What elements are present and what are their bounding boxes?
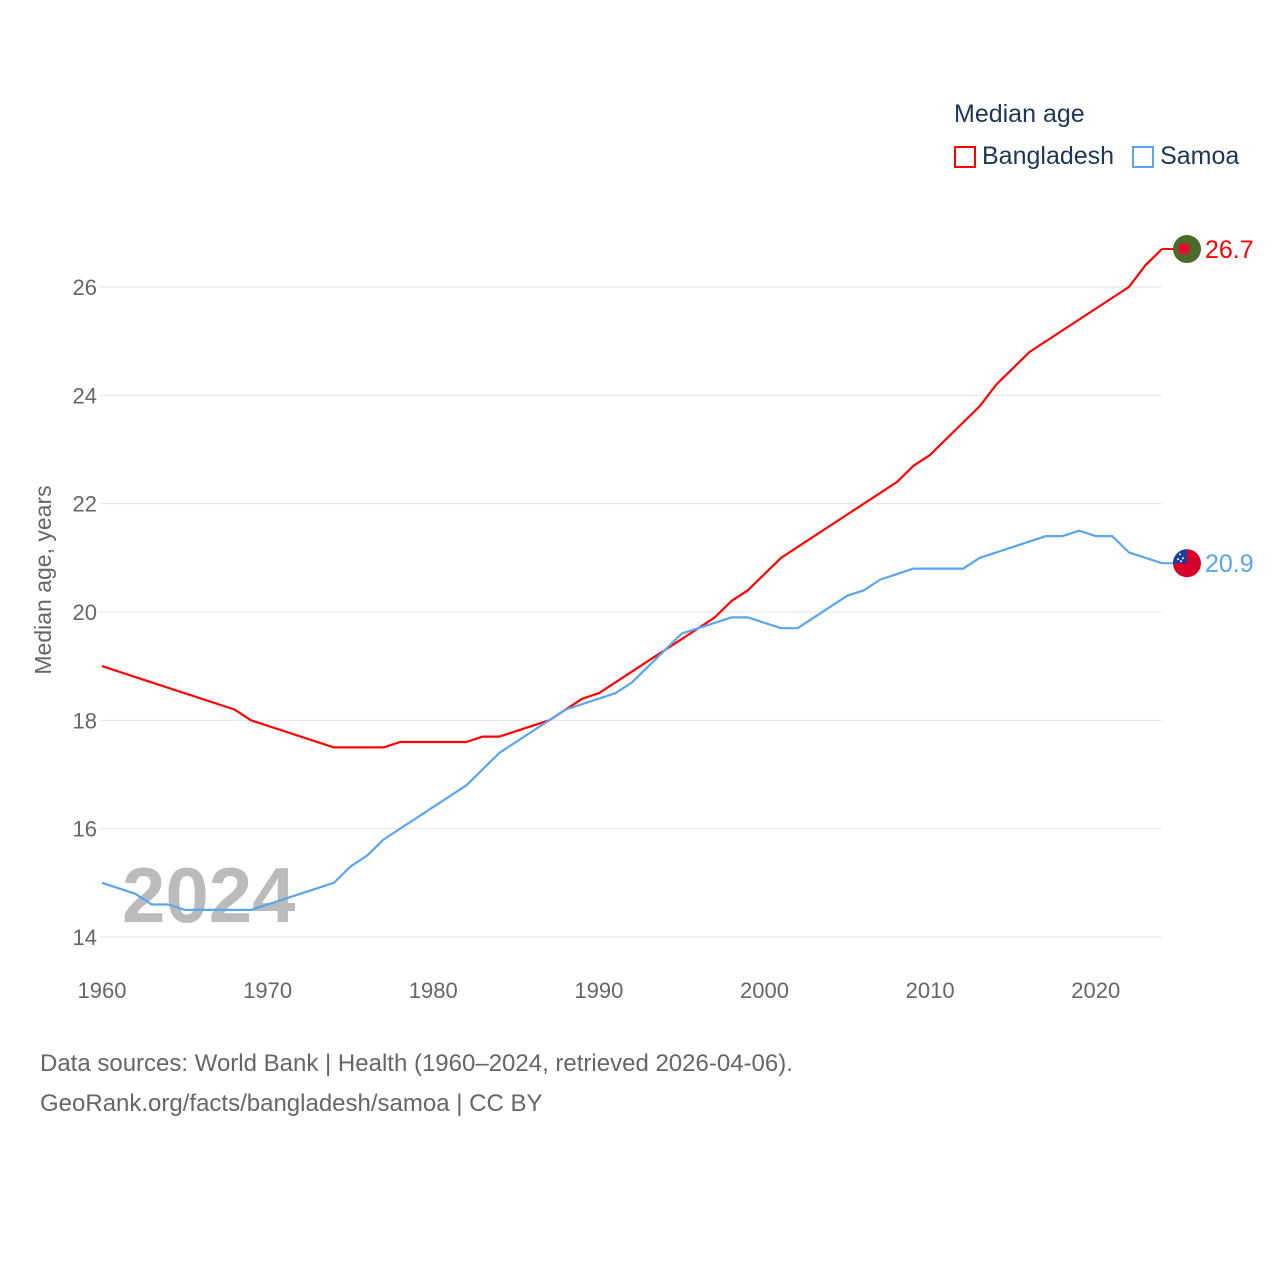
samoa-flag-star xyxy=(1182,557,1184,560)
legend-swatch-samoa xyxy=(1132,145,1155,168)
legend: Bangladesh Samoa xyxy=(954,142,1239,171)
bangladesh-flag-disc xyxy=(1178,243,1190,256)
y-axis-label: Median age, years xyxy=(30,485,56,674)
y-tick-label: 24 xyxy=(73,383,97,408)
x-tick-label: 1960 xyxy=(78,978,127,1003)
legend-label: Bangladesh xyxy=(982,142,1115,170)
x-tick-label: 1990 xyxy=(574,978,623,1003)
end-value-label: 26.7 xyxy=(1205,236,1254,264)
series-line-samoa xyxy=(101,529,1163,911)
y-tick-label: 14 xyxy=(73,925,97,950)
legend-item-bangladesh[interactable]: Bangladesh xyxy=(954,142,1114,171)
legend-item-samoa[interactable]: Samoa xyxy=(1132,142,1239,171)
x-tick-label: 2000 xyxy=(740,978,789,1003)
x-tick-label: 2020 xyxy=(1071,978,1120,1003)
y-tick-label: 26 xyxy=(73,275,97,300)
samoa-flag-star xyxy=(1180,560,1182,563)
samoa-flag-canton xyxy=(1173,549,1187,564)
samoa-flag-star xyxy=(1179,553,1181,556)
source-link[interactable]: GeoRank.org/facts/bangladesh/samoa | CC … xyxy=(40,1090,543,1117)
y-tick-label: 22 xyxy=(73,492,97,517)
y-tick-label: 16 xyxy=(73,817,97,842)
y-tick-label: 18 xyxy=(73,708,97,733)
legend-swatch-bangladesh xyxy=(954,145,976,168)
legend-label: Samoa xyxy=(1160,142,1240,170)
data-source-note: Data sources: World Bank | Health (1960–… xyxy=(40,1050,793,1077)
x-tick-label: 2010 xyxy=(906,978,955,1003)
year-watermark: 2024 xyxy=(122,851,296,939)
series-line-bangladesh xyxy=(101,248,1163,749)
x-tick-label: 1970 xyxy=(243,978,292,1003)
y-tick-label: 20 xyxy=(73,600,97,625)
samoa-flag-star xyxy=(1177,558,1179,561)
footer: Data sources: World Bank | Health (1960–… xyxy=(40,1044,793,1124)
legend-title: Median age xyxy=(954,100,1085,128)
x-tick-label: 1980 xyxy=(409,978,458,1003)
end-value-label: 20.9 xyxy=(1205,550,1254,578)
